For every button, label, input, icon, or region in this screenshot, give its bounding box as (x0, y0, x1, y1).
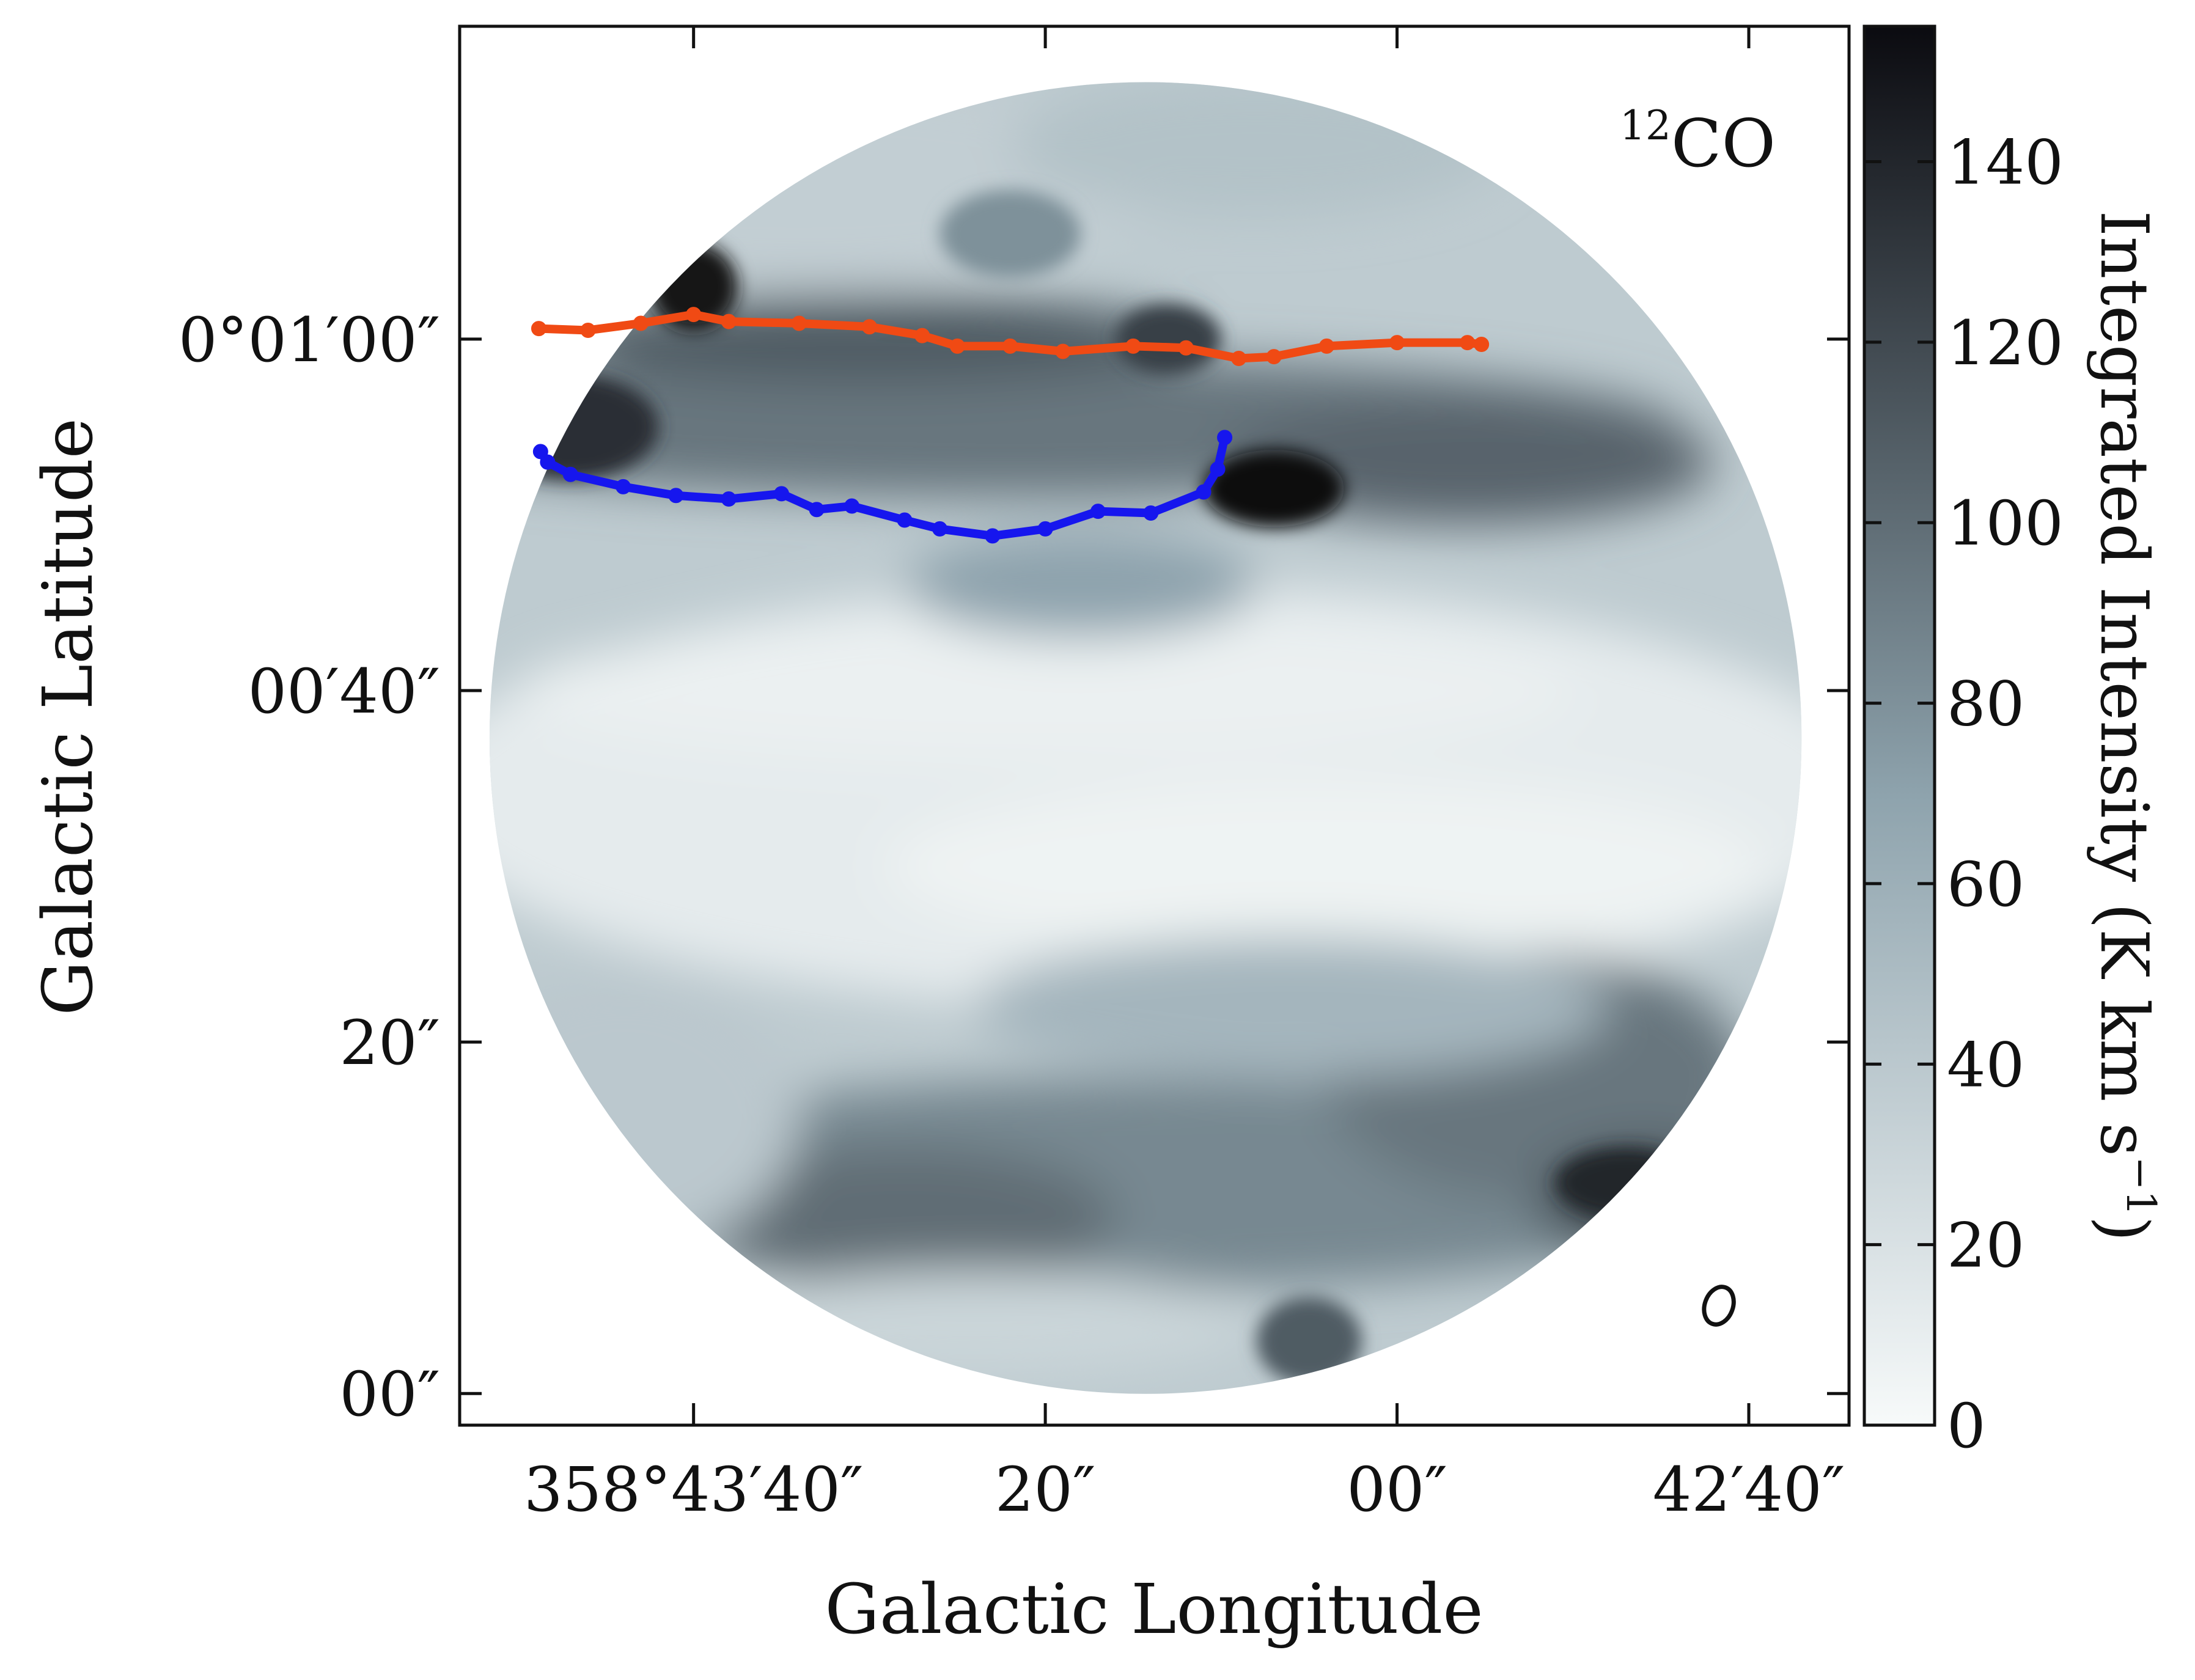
colorbar-ticks: 0 20 40 60 80 100 120 140 (1864, 127, 2064, 1462)
colorbar-tick-label: 120 (1947, 307, 2064, 379)
series-point (721, 314, 737, 329)
colorbar-tick-label: 80 (1947, 669, 2024, 740)
series-point (1217, 430, 1233, 446)
colorbar-tick-label: 140 (1947, 127, 2064, 199)
series-point (932, 521, 947, 537)
series-point (532, 444, 548, 460)
series-point (668, 488, 684, 504)
series-point (1231, 350, 1247, 366)
series-point (1389, 335, 1405, 351)
colorbar-title-superscript: −1 (2117, 1156, 2164, 1216)
map-label-main: CO (1671, 106, 1776, 182)
series-point (633, 315, 649, 331)
series-point (540, 454, 556, 470)
series-point (861, 319, 877, 335)
series-point (1460, 335, 1476, 351)
map-label: 12CO (1620, 102, 1776, 182)
series-point (1196, 484, 1211, 500)
x-tick-label: 20″ (995, 1454, 1096, 1525)
series-line (536, 433, 1229, 540)
colorbar-title-end: ) (2086, 1216, 2162, 1242)
colorbar-tick-label: 20 (1947, 1210, 2024, 1282)
series-point (791, 315, 807, 331)
series-point (914, 328, 930, 343)
series-point (774, 486, 790, 502)
series-point (1143, 505, 1159, 521)
tick-marks (460, 26, 1849, 1425)
x-tick-labels: 358°43′40″ 20″ 00″ 42′40″ (524, 1454, 1845, 1525)
series-point (1178, 340, 1194, 356)
series-2 (532, 430, 1233, 544)
series-point (616, 479, 631, 494)
colorbar-title: Integrated Intensity (K km s−1) (2086, 210, 2164, 1241)
series-point (721, 491, 737, 507)
colorbar-title-main: Integrated Intensity (K km s (2086, 210, 2162, 1156)
series-point (1474, 336, 1490, 352)
colorbar (1862, 24, 1936, 1427)
y-tick-labels: 0°01′00″ 00′40″ 20″ 00″ (178, 304, 440, 1430)
x-axis-title: Galactic Longitude (825, 1570, 1483, 1649)
series-layer (531, 307, 1490, 544)
x-tick-label: 42′40″ (1653, 1454, 1845, 1525)
beam-ellipse (1702, 1285, 1736, 1327)
series-point (580, 322, 596, 338)
colorbar-tick-label: 0 (1947, 1390, 1986, 1462)
y-tick-label: 0°01′00″ (178, 304, 440, 376)
series-point (1037, 521, 1053, 537)
series-point (1055, 343, 1071, 359)
plot-frame (458, 24, 1851, 1427)
y-tick-label: 00′40″ (248, 656, 440, 727)
series-point (1210, 461, 1226, 477)
y-tick-label: 20″ (339, 1007, 440, 1079)
series-point (686, 307, 702, 323)
series-1 (531, 307, 1490, 366)
series-point (1266, 349, 1282, 365)
map-label-superscript: 12 (1620, 102, 1671, 149)
series-point (809, 502, 825, 518)
colorbar-tick-label: 40 (1947, 1029, 2024, 1101)
series-point (897, 512, 913, 528)
series-point (562, 466, 578, 482)
series-point (1318, 338, 1334, 354)
y-tick-label: 00″ (339, 1359, 440, 1430)
colorbar-tick-label: 60 (1947, 849, 2024, 920)
series-point (949, 338, 965, 354)
x-tick-label: 00″ (1347, 1454, 1447, 1525)
series-point (844, 498, 860, 514)
series-point (1125, 338, 1141, 354)
x-tick-label: 358°43′40″ (524, 1454, 863, 1525)
series-point (531, 321, 546, 337)
series-point (985, 528, 1001, 544)
colorbar-tick-label: 100 (1947, 488, 2064, 559)
series-point (1090, 504, 1106, 519)
series-point (1002, 338, 1018, 354)
intensity-map (489, 82, 1802, 1394)
y-axis-title: Galactic Latitude (29, 418, 108, 1016)
